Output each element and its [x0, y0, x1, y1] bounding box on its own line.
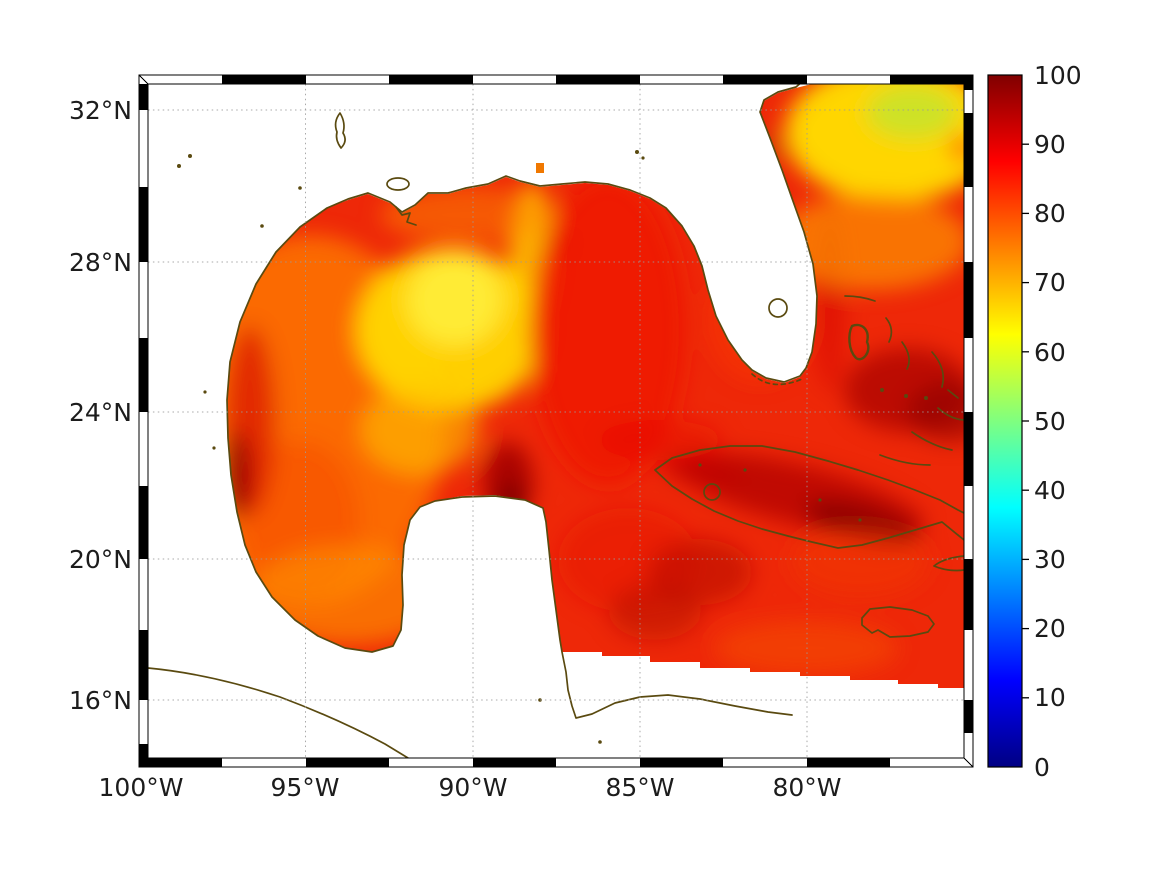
cbar-label-40: 40: [1034, 476, 1066, 505]
map-frame: [138, 74, 974, 768]
coastline-hispaniola: [933, 555, 964, 572]
lat-label-24n: 24°N: [69, 398, 132, 427]
florida-keys: [751, 373, 803, 386]
coastline-jamaica: [861, 606, 935, 638]
coastline-mexico-pacific: [148, 667, 409, 758]
cbar-label-50: 50: [1034, 407, 1066, 436]
mississippi-delta: [395, 206, 417, 226]
coastline-cuba: [654, 445, 964, 549]
lat-label-16n: 16°N: [69, 686, 132, 715]
map-plot-area: [148, 84, 964, 758]
toledo-bend-lake: [334, 112, 346, 149]
graticule: [148, 84, 964, 758]
lake-okeechobee: [768, 298, 788, 318]
coastline-mainland: [226, 84, 818, 719]
lon-label-100w: 100°W: [99, 773, 184, 802]
colorbar-labels: 100 90 80 70 60 50 40 30 20 10 0: [1034, 61, 1082, 782]
isla-juventud: [703, 483, 721, 501]
cbar-label-30: 30: [1034, 545, 1066, 574]
lon-label-95w: 95°W: [270, 773, 339, 802]
lat-label-28n: 28°N: [69, 248, 132, 277]
cbar-label-80: 80: [1034, 199, 1066, 228]
coastlines: [148, 84, 964, 758]
coastal-data-pixel: [536, 163, 544, 173]
colorbar-ticks: [1022, 143, 1029, 699]
cbar-label-100: 100: [1034, 61, 1082, 90]
cbar-label-60: 60: [1034, 338, 1066, 367]
bahamas-islands: [844, 295, 964, 466]
lon-label-80w: 80°W: [772, 773, 841, 802]
longitude-labels: 100°W 95°W 90°W 85°W 80°W: [99, 773, 842, 802]
lat-label-32n: 32°N: [69, 96, 132, 125]
cbar-label-0: 0: [1034, 753, 1050, 782]
cbar-label-70: 70: [1034, 268, 1066, 297]
lon-label-85w: 85°W: [605, 773, 674, 802]
lake-pontchartrain: [386, 177, 410, 191]
lat-label-20n: 20°N: [69, 545, 132, 574]
colorbar: 100 90 80 70 60 50 40 30 20 10 0: [987, 61, 1082, 782]
cbar-label-10: 10: [1034, 683, 1066, 712]
lon-label-90w: 90°W: [438, 773, 507, 802]
cbar-label-90: 90: [1034, 130, 1066, 159]
gulf-heatmap-field: [227, 84, 964, 688]
cbar-label-20: 20: [1034, 614, 1066, 643]
colorbar-gradient: [987, 74, 1023, 768]
latitude-labels: 32°N 28°N 24°N 20°N 16°N: [69, 96, 132, 715]
